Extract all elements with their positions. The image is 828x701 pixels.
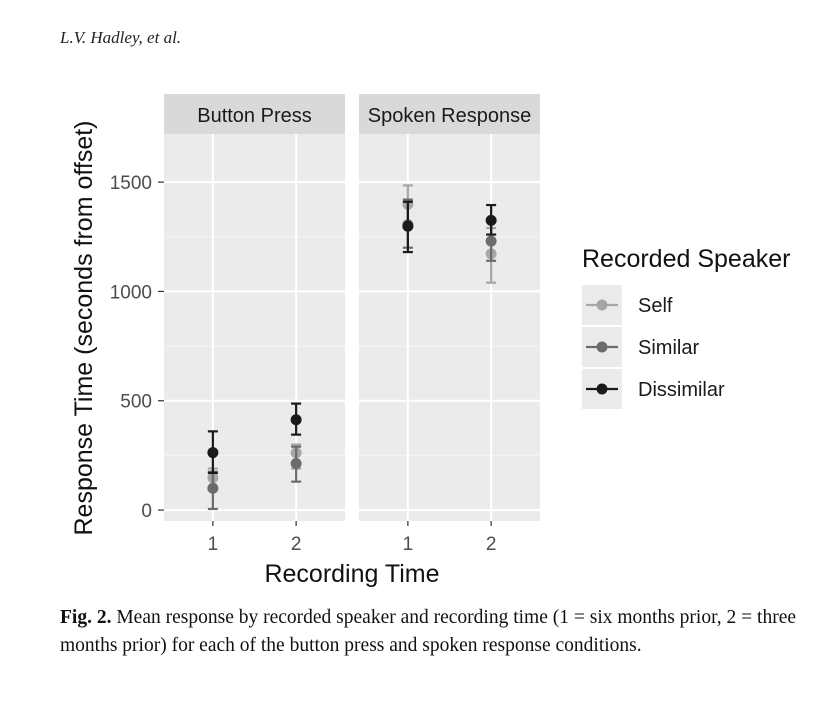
data-point	[485, 214, 497, 226]
data-point-group	[485, 203, 497, 236]
facet-strip-label: Button Press	[197, 105, 312, 127]
x-axis: 1 2 1 2	[208, 521, 497, 555]
x-tick-label: 2	[291, 534, 302, 555]
data-point	[290, 457, 302, 469]
legend-label: Dissimilar	[638, 379, 725, 401]
data-point-group	[207, 470, 219, 511]
legend: Recorded Speaker Self Similar Dissimilar	[582, 245, 790, 409]
faceted-point-chart: Button Press Spoken Response 0 500 1000 1500…	[70, 94, 790, 588]
facet-panels: Button Press Spoken Response	[164, 94, 540, 521]
figure-label: Fig. 2.	[60, 607, 112, 628]
data-point	[485, 235, 497, 247]
data-point	[402, 220, 414, 232]
y-tick-label: 0	[141, 501, 152, 522]
panel-background	[359, 134, 540, 521]
data-point-group	[290, 402, 302, 436]
legend-marker	[596, 383, 608, 395]
legend-title: Recorded Speaker	[582, 245, 790, 273]
y-axis-title: Response Time (seconds from offset)	[70, 121, 98, 536]
data-marks	[207, 184, 497, 511]
facet-strip	[164, 94, 345, 134]
data-point	[207, 447, 219, 459]
data-point	[207, 482, 219, 494]
legend-label: Self	[638, 295, 673, 317]
legend-marker	[596, 341, 608, 353]
data-point-group	[207, 430, 219, 474]
x-tick-label: 2	[486, 534, 497, 555]
data-point-group	[402, 200, 414, 254]
x-tick-label: 1	[403, 534, 414, 555]
data-point	[290, 414, 302, 426]
x-tick-label: 1	[208, 534, 219, 555]
legend-marker	[596, 299, 608, 311]
y-tick-label: 1000	[110, 282, 152, 303]
x-axis-title: Recording Time	[264, 560, 439, 588]
y-axis: 0 500 1000 1500	[110, 173, 164, 522]
facet-strip	[359, 94, 540, 134]
data-point-group	[290, 445, 302, 483]
running-header: L.V. Hadley, et al.	[60, 28, 182, 47]
facet-strip-label: Spoken Response	[368, 105, 531, 127]
y-tick-label: 1500	[110, 173, 152, 194]
panel-background	[164, 134, 345, 521]
figure-caption: Fig. 2. Mean response by recorded speake…	[60, 604, 820, 660]
legend-label: Similar	[638, 337, 699, 359]
y-tick-label: 500	[120, 392, 152, 413]
caption-text: Mean response by recorded speaker and re…	[60, 607, 797, 656]
